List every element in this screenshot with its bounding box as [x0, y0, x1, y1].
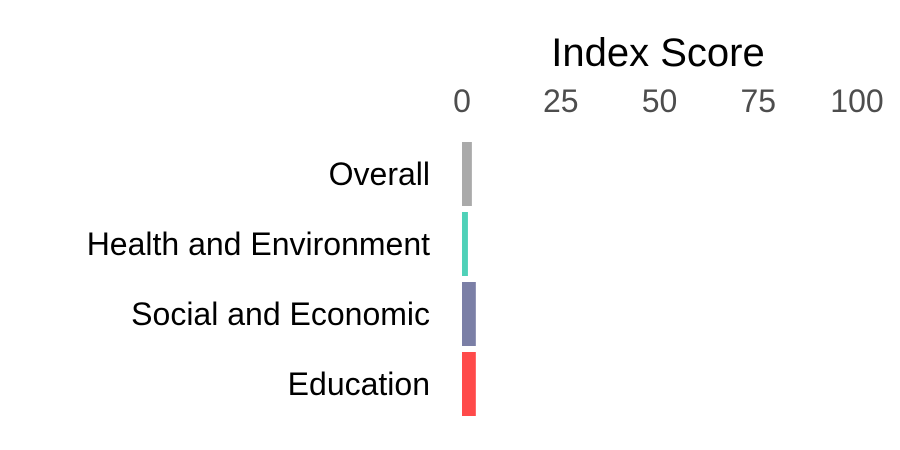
- x-tick-label: 100: [830, 83, 883, 119]
- bar: [462, 282, 476, 346]
- category-label: Health and Environment: [87, 226, 430, 262]
- category-label: Overall: [329, 156, 430, 192]
- bar: [462, 212, 468, 276]
- category-label: Social and Economic: [131, 296, 430, 332]
- x-tick-label: 0: [453, 83, 471, 119]
- x-axis-title: Index Score: [551, 31, 764, 75]
- category-labels: Overall Health and Environment Social and …: [87, 156, 430, 402]
- x-tick-label: 25: [543, 83, 579, 119]
- x-tick-label: 50: [642, 83, 678, 119]
- x-axis-ticks: 0 25 50 75 100: [453, 83, 884, 119]
- bars: [462, 142, 476, 416]
- bar: [462, 352, 476, 416]
- bar: [462, 142, 472, 206]
- category-label: Education: [288, 366, 430, 402]
- x-tick-label: 75: [740, 83, 776, 119]
